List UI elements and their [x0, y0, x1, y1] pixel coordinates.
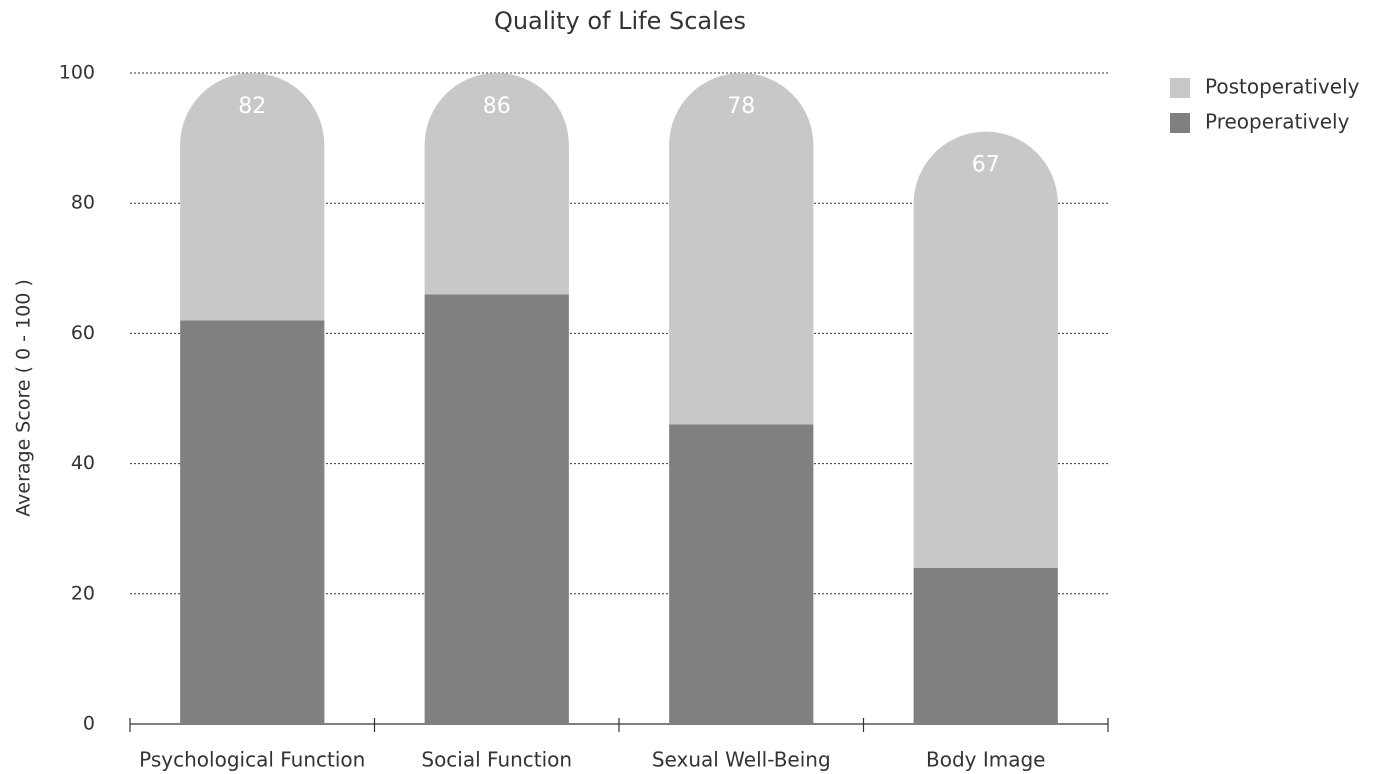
y-axis-label: Average Score ( 0 - 100 ) [13, 279, 35, 517]
x-tick-label: Body Image [926, 748, 1045, 772]
y-tick-label: 60 [71, 322, 95, 344]
bar-segment [180, 73, 325, 321]
bar-segment [669, 73, 814, 425]
legend-label: Postoperatively [1205, 75, 1360, 99]
bar-segment [913, 567, 1058, 724]
data-label: 82 [238, 94, 266, 119]
bar-segment [913, 131, 1058, 568]
bar-segment [669, 424, 814, 724]
x-tick-label: Social Function [421, 748, 572, 772]
y-tick-label: 20 [71, 582, 95, 604]
y-tick-label: 80 [71, 192, 95, 214]
bar-segment [424, 73, 569, 295]
x-tick-label: Sexual Well-Being [652, 748, 831, 772]
bar-segment [424, 294, 569, 724]
bar-segment [180, 320, 325, 724]
y-tick-label: 0 [83, 713, 95, 735]
data-label: 86 [483, 94, 511, 119]
data-label: 78 [727, 94, 755, 119]
y-tick-label: 100 [59, 62, 95, 84]
data-label: 67 [972, 153, 1000, 178]
x-tick-label: Psychological Function [139, 748, 365, 772]
legend-label: Preoperatively [1205, 110, 1350, 134]
legend-swatch [1170, 78, 1190, 98]
y-tick-label: 40 [71, 452, 95, 474]
legend-swatch [1170, 113, 1190, 133]
chart-title: Quality of Life Scales [494, 7, 746, 35]
